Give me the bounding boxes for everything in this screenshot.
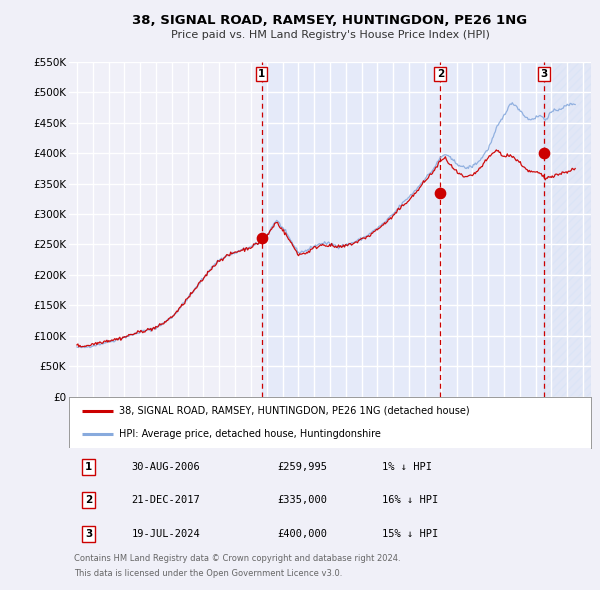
- Text: This data is licensed under the Open Government Licence v3.0.: This data is licensed under the Open Gov…: [74, 569, 343, 578]
- Text: 3: 3: [541, 69, 548, 79]
- Text: 3: 3: [85, 529, 92, 539]
- Text: 1% ↓ HPI: 1% ↓ HPI: [382, 462, 432, 472]
- Text: HPI: Average price, detached house, Huntingdonshire: HPI: Average price, detached house, Hunt…: [119, 430, 380, 440]
- Text: 30-AUG-2006: 30-AUG-2006: [131, 462, 200, 472]
- Text: £335,000: £335,000: [278, 496, 328, 506]
- Text: 1: 1: [85, 462, 92, 472]
- Text: 38, SIGNAL ROAD, RAMSEY, HUNTINGDON, PE26 1NG (detached house): 38, SIGNAL ROAD, RAMSEY, HUNTINGDON, PE2…: [119, 405, 469, 415]
- Text: 2: 2: [85, 496, 92, 506]
- Text: 1: 1: [258, 69, 265, 79]
- Bar: [544, 62, 591, 396]
- Text: 16% ↓ HPI: 16% ↓ HPI: [382, 496, 439, 506]
- Point: [436, 188, 445, 198]
- Text: Price paid vs. HM Land Registry's House Price Index (HPI): Price paid vs. HM Land Registry's House …: [170, 31, 490, 40]
- Text: 2: 2: [437, 69, 444, 79]
- Bar: [544, 62, 591, 396]
- Text: 19-JUL-2024: 19-JUL-2024: [131, 529, 200, 539]
- Text: 38, SIGNAL ROAD, RAMSEY, HUNTINGDON, PE26 1NG: 38, SIGNAL ROAD, RAMSEY, HUNTINGDON, PE2…: [133, 14, 527, 27]
- Point: [257, 234, 266, 243]
- Bar: [262, 62, 544, 396]
- Point: [539, 149, 549, 158]
- Text: 21-DEC-2017: 21-DEC-2017: [131, 496, 200, 506]
- Text: 15% ↓ HPI: 15% ↓ HPI: [382, 529, 439, 539]
- Text: £400,000: £400,000: [278, 529, 328, 539]
- Text: Contains HM Land Registry data © Crown copyright and database right 2024.: Contains HM Land Registry data © Crown c…: [74, 553, 401, 563]
- Text: £259,995: £259,995: [278, 462, 328, 472]
